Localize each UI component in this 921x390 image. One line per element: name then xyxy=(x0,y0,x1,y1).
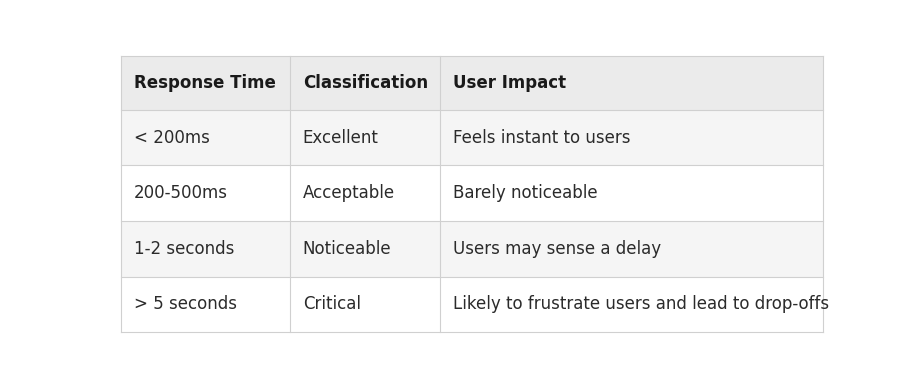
Text: Feels instant to users: Feels instant to users xyxy=(453,129,630,147)
Text: User Impact: User Impact xyxy=(453,74,565,92)
Bar xyxy=(121,277,823,332)
Text: Classification: Classification xyxy=(303,74,428,92)
Text: > 5 seconds: > 5 seconds xyxy=(134,295,237,313)
Text: Users may sense a delay: Users may sense a delay xyxy=(453,240,661,258)
Text: 200-500ms: 200-500ms xyxy=(134,184,227,202)
Text: Noticeable: Noticeable xyxy=(303,240,391,258)
Text: 1-2 seconds: 1-2 seconds xyxy=(134,240,234,258)
Text: Excellent: Excellent xyxy=(303,129,379,147)
Bar xyxy=(121,165,823,221)
Bar xyxy=(121,221,823,277)
Text: Critical: Critical xyxy=(303,295,361,313)
Text: < 200ms: < 200ms xyxy=(134,129,210,147)
Text: Acceptable: Acceptable xyxy=(303,184,395,202)
Text: Likely to frustrate users and lead to drop-offs: Likely to frustrate users and lead to dr… xyxy=(453,295,829,313)
Bar xyxy=(121,110,823,165)
Bar xyxy=(121,56,823,110)
Text: Barely noticeable: Barely noticeable xyxy=(453,184,598,202)
Text: Response Time: Response Time xyxy=(134,74,275,92)
